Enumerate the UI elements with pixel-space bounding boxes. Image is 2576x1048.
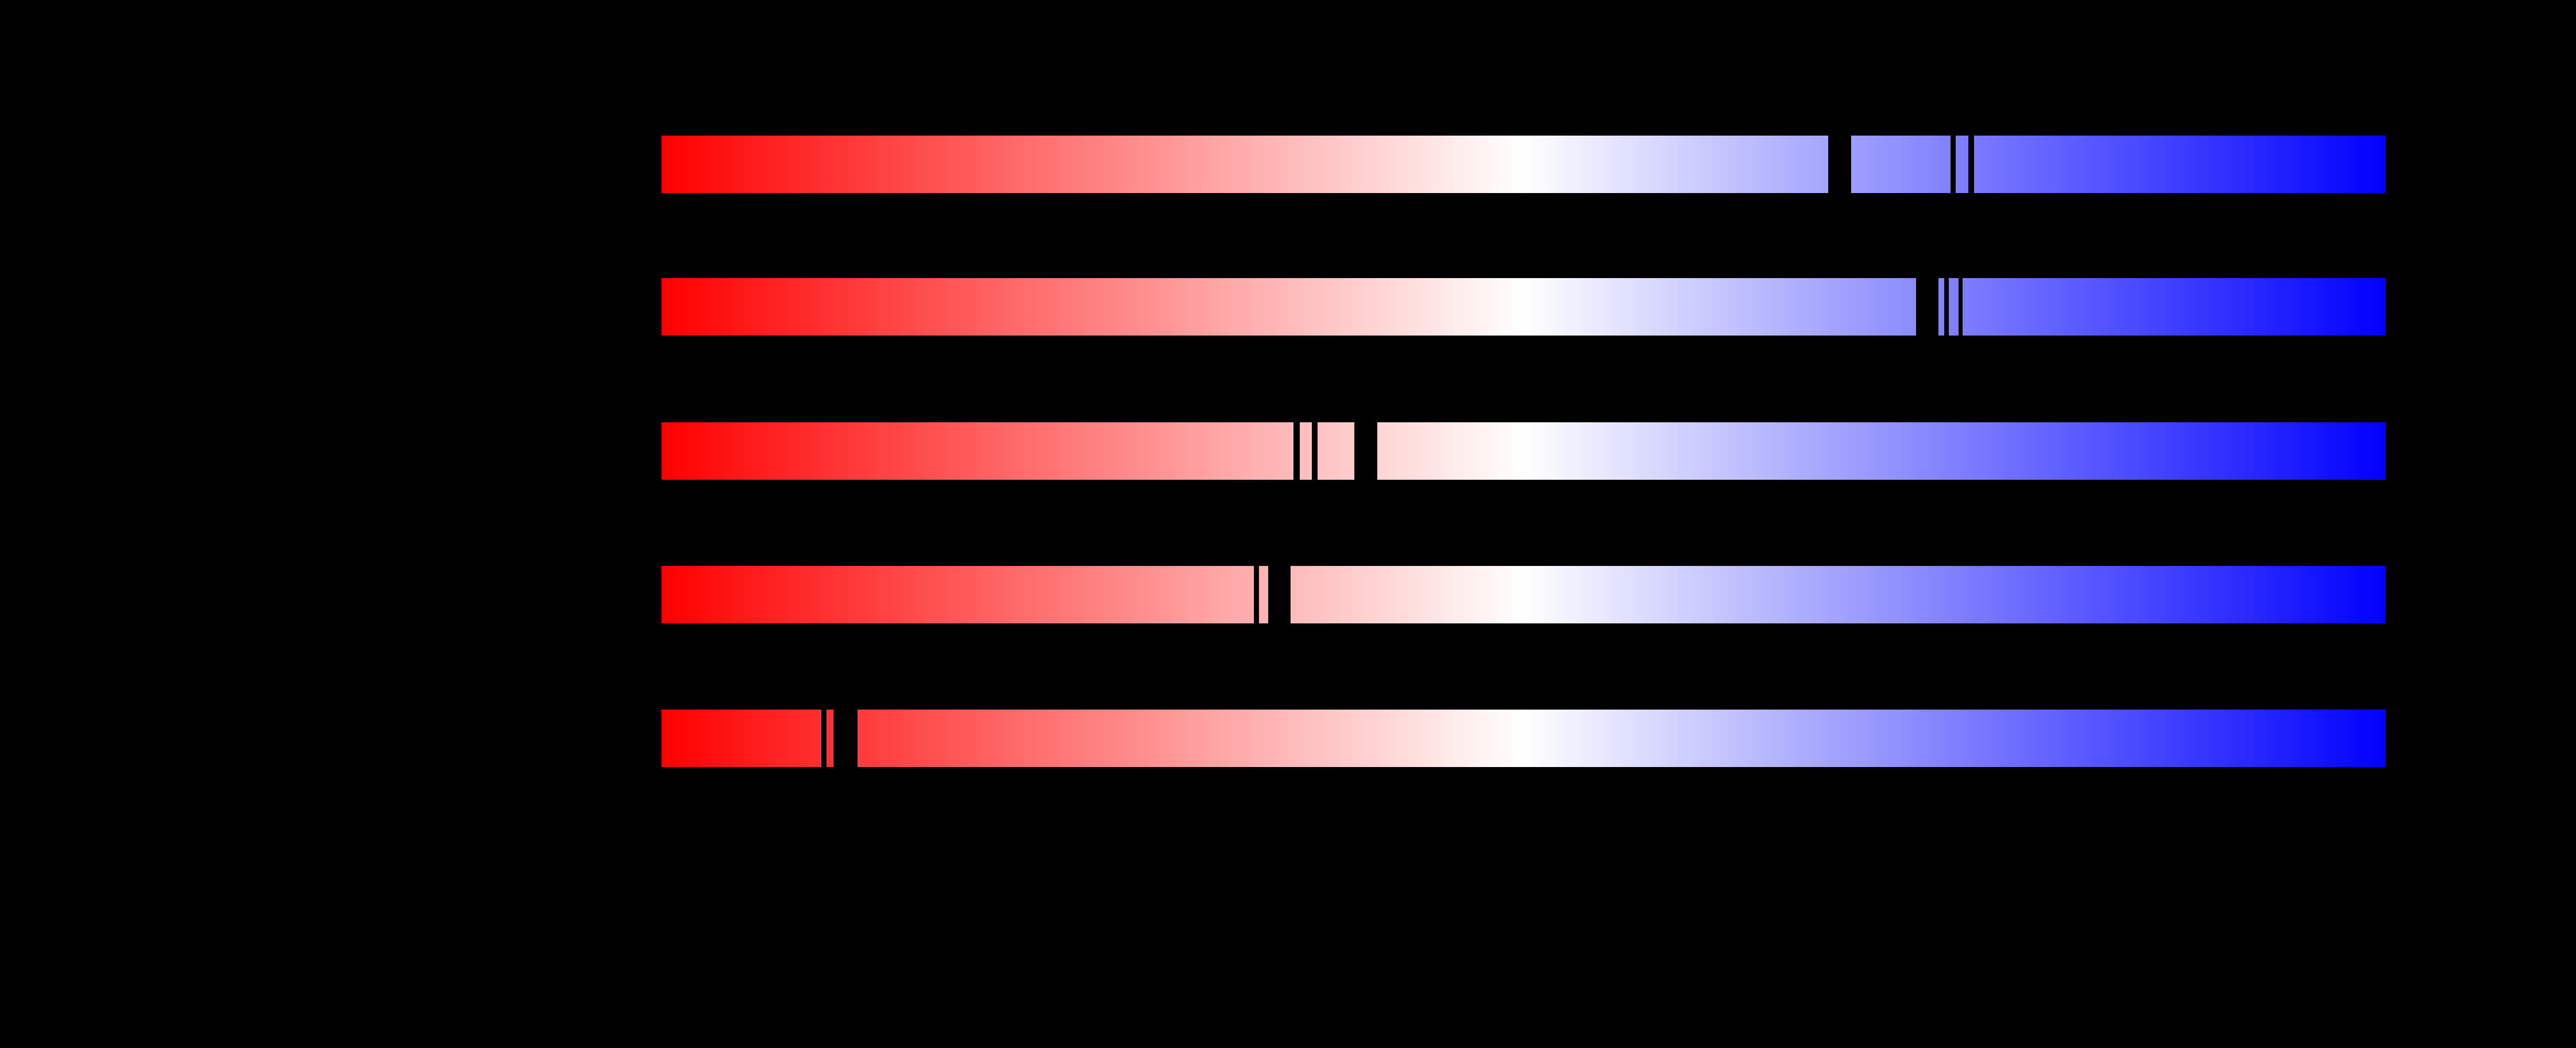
thick-marker-line <box>1916 278 1939 336</box>
thick-marker-line <box>1268 566 1291 624</box>
thin-marker-line <box>1254 566 1260 624</box>
thin-marker-line <box>1959 278 1963 336</box>
thick-marker-line <box>1828 136 1852 193</box>
gradient-bar <box>662 136 2386 193</box>
thin-marker-line <box>1293 422 1300 480</box>
thick-marker-line <box>1354 422 1378 480</box>
gradient-bar <box>662 710 2386 767</box>
gradient-bar <box>662 278 2386 336</box>
thin-marker-line <box>1968 136 1975 193</box>
gradient-bar <box>662 422 2386 480</box>
thin-marker-line <box>1951 136 1956 193</box>
thin-marker-line <box>1312 422 1318 480</box>
thick-marker-line <box>833 710 858 767</box>
thin-marker-line <box>821 710 827 767</box>
gradient-bar <box>662 566 2386 624</box>
thin-marker-line <box>1944 278 1949 336</box>
